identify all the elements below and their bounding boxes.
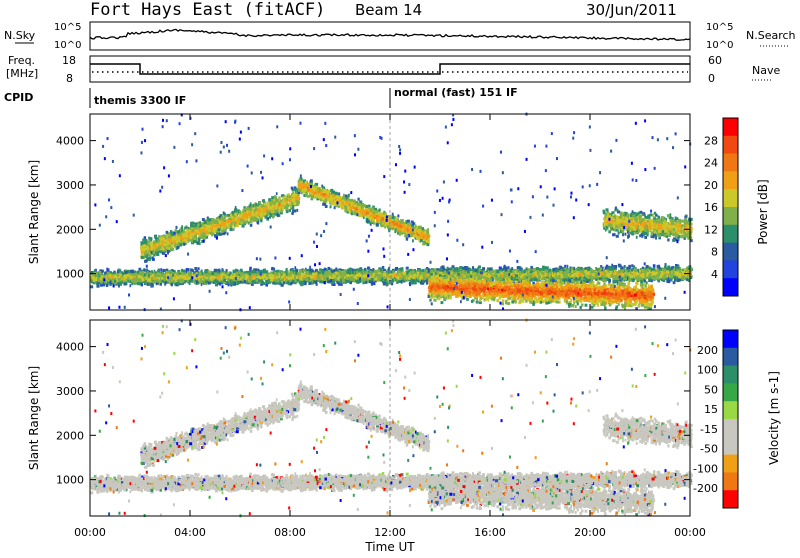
power-cell xyxy=(395,268,397,271)
nsky-tick-bottom: 10^0 xyxy=(54,40,81,51)
power-cell xyxy=(530,266,532,269)
power-cell xyxy=(426,282,428,285)
power-cell xyxy=(246,281,248,284)
power-cell xyxy=(272,268,275,271)
power-cell xyxy=(350,268,352,271)
nsearch-tick-top: 10^5 xyxy=(706,22,733,33)
freq-label: Freq. xyxy=(8,54,35,67)
power-cell xyxy=(360,268,362,271)
power-cell xyxy=(646,265,649,268)
power-cell xyxy=(249,267,252,270)
power-cell xyxy=(308,282,310,285)
power-cell xyxy=(129,284,131,287)
power-cell xyxy=(420,272,422,275)
cpid-label: CPID xyxy=(4,91,33,104)
power-cell xyxy=(581,267,583,270)
power-cell xyxy=(182,269,185,272)
power-cell xyxy=(406,267,409,270)
power-cell xyxy=(117,270,119,273)
freq-panel xyxy=(90,56,690,82)
power-cell xyxy=(382,266,384,269)
power-cell xyxy=(396,276,398,279)
power-cell xyxy=(208,270,210,273)
power-cell xyxy=(472,266,474,269)
power-cell xyxy=(219,283,221,286)
power-cell xyxy=(663,269,665,272)
nsky-label: N.Sky xyxy=(4,29,36,42)
power-cell xyxy=(545,266,547,269)
nsky-trace xyxy=(90,29,690,40)
power-cell xyxy=(160,268,162,271)
power-cell xyxy=(119,269,122,272)
power-cell xyxy=(162,269,164,272)
power-cell xyxy=(628,266,631,269)
power-cell xyxy=(102,270,104,273)
power-cell xyxy=(425,269,428,272)
power-cell xyxy=(131,282,133,285)
power-cell xyxy=(626,267,628,270)
power-cell xyxy=(316,283,318,286)
freq-trace xyxy=(90,64,690,74)
power-cell xyxy=(478,265,481,268)
power-cell xyxy=(106,284,108,287)
date-label: 30/Jun/2011 xyxy=(586,1,677,19)
power-cell xyxy=(644,280,646,283)
power-cell xyxy=(575,274,577,277)
nave-tick-top: 60 xyxy=(708,54,722,67)
power-data-layer xyxy=(90,113,693,312)
freq-tick-bottom: 8 xyxy=(66,72,73,85)
plot-title: Fort Hays East (fitACF) xyxy=(90,0,325,20)
power-cell xyxy=(517,266,520,269)
nsky-panel xyxy=(90,22,690,50)
power-cell xyxy=(251,270,254,273)
freq-unit: [MHz] xyxy=(6,67,38,80)
power-cell xyxy=(309,266,311,269)
power-cell xyxy=(567,265,569,268)
power-cell xyxy=(508,266,510,269)
power-cell xyxy=(560,266,562,269)
nave-tick-bottom: 0 xyxy=(708,72,715,85)
nave-label: Nave xyxy=(752,64,780,77)
nsearch-tick-bottom: 10^0 xyxy=(706,40,733,51)
power-cell xyxy=(327,280,330,283)
power-cell xyxy=(294,266,296,269)
nsky-tick-top: 10^5 xyxy=(54,22,81,33)
power-cell xyxy=(633,265,635,268)
power-cell xyxy=(525,267,527,270)
power-cell xyxy=(564,265,566,268)
cpid-segment-1: themis 3300 IF xyxy=(94,94,186,107)
nsearch-label: N.Search xyxy=(746,29,796,42)
power-cell xyxy=(667,280,670,283)
freq-tick-top: 18 xyxy=(62,54,76,67)
power-cell xyxy=(658,280,660,283)
power-cell xyxy=(138,268,141,271)
cpid-segment-2: normal (fast) 151 IF xyxy=(394,86,518,99)
beam-label: Beam 14 xyxy=(355,1,422,19)
power-cell xyxy=(90,285,93,288)
power-cell xyxy=(159,283,162,286)
power-cell xyxy=(161,280,163,283)
